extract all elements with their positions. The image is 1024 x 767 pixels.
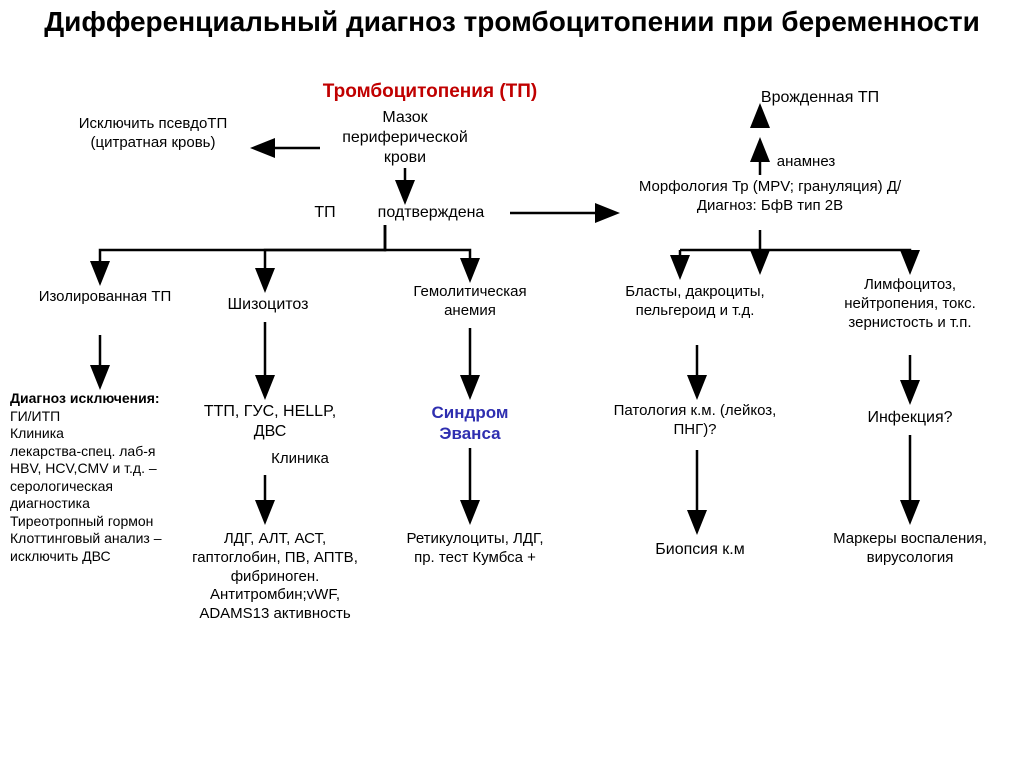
node-hemol: Гемолитическая анемия [390, 283, 550, 321]
node-smear: Мазок периферической крови [320, 108, 490, 168]
node-pathkm: Патология к.м. (лейкоз, ПНГ)? [610, 402, 780, 440]
node-pseudo: Исключить псевдоТП (цитратная кровь) [58, 115, 248, 153]
node-root: Тромбоцитопения (ТП) [290, 80, 570, 104]
node-markers: Маркеры воспаления, вирусология [830, 530, 990, 568]
node-shiz: Шизоцитоз [208, 295, 328, 315]
node-ttp: ТТП, ГУС, HELLP, ДВС [200, 402, 340, 442]
node-infect: Инфекция? [850, 408, 970, 428]
page-title: Дифференциальный диагноз тромбоцитопении… [0, 0, 1024, 40]
node-evans: Синдром Эванса [400, 402, 540, 445]
node-anamn: анамнез [756, 153, 856, 172]
node-biopsy: Биопсия к.м [630, 540, 770, 560]
node-conf: подтверждена [356, 203, 506, 223]
node-tp: ТП [300, 203, 350, 223]
node-klin: Клиника [250, 450, 350, 469]
node-blasts: Бласты, дакроциты, пельгероид и т.д. [610, 283, 780, 321]
node-iso: Изолированная ТП [30, 288, 180, 307]
node-morph: Морфология Тр (MPV; грануляция) Д/Диагно… [620, 178, 920, 216]
node-ldg: ЛДГ, АЛТ, АСТ, гаптоглобин, ПВ, АПТВ, фи… [180, 530, 370, 624]
node-retik: Ретикулоциты, ЛДГ, пр. тест Кумбса + [395, 530, 555, 568]
node-congenital: Врожденная ТП [720, 88, 920, 108]
node-lymph: Лимфоцитоз, нейтропения, токс. зернистос… [820, 276, 1000, 332]
